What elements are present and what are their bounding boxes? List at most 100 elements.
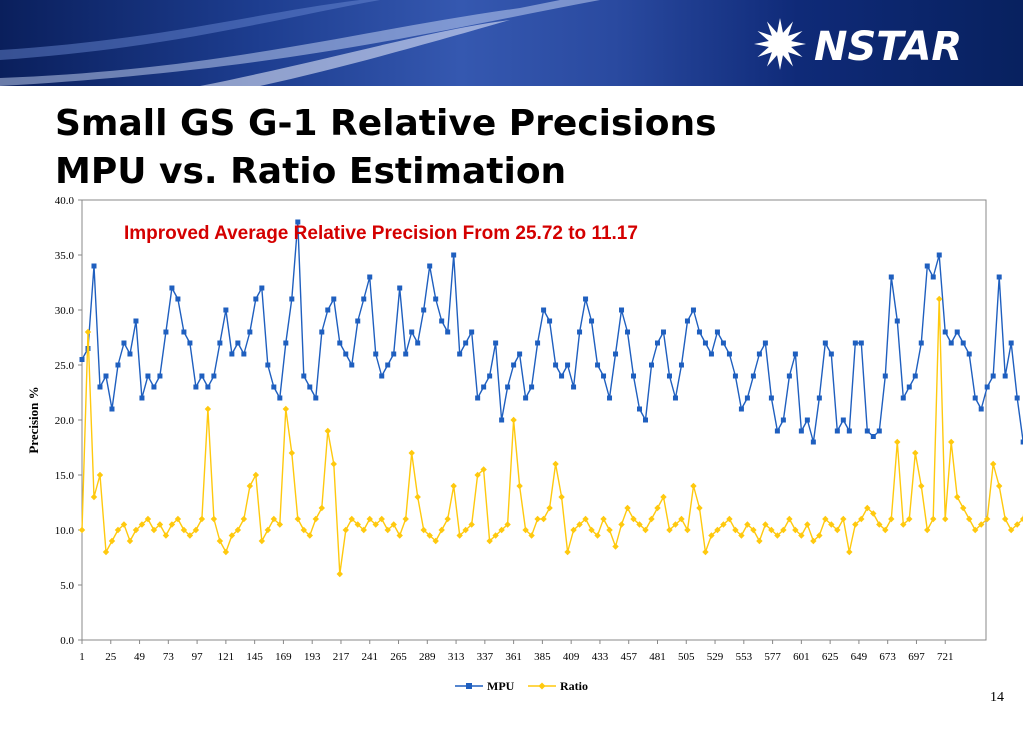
ratio-point [150,526,158,534]
mpu-point [175,296,181,302]
mpu-point [894,318,900,324]
mpu-point [241,351,247,357]
nstar-logo-icon: NSTAR [754,18,962,70]
ratio-point [648,515,655,523]
ratio-point [972,526,979,534]
ratio-point [654,504,661,512]
ratio-point [678,515,685,523]
mpu-point [852,340,858,346]
ratio-point [90,493,98,501]
plot-area [81,199,987,641]
legend-marker-ratio [538,682,546,690]
ratio-point [720,521,727,528]
mpu-point [301,373,307,379]
mpu-point [810,439,816,445]
ratio-point [624,504,631,512]
ratio-point [852,521,859,528]
mpu-point [139,395,145,401]
mpu-point [637,406,643,412]
mpu-point [199,373,205,379]
y-axis: 0.0 5.0 10.0 15.0 20.0 25.0 30.0 35.0 40.0 [55,195,82,647]
mpu-point [319,329,325,335]
mpu-point [97,384,103,390]
mpu-point [900,395,906,401]
ratio-point [228,532,236,539]
ratio-point [714,526,721,534]
mpu-point [331,296,337,302]
ratio-point [906,515,913,523]
ratio-point [276,521,284,528]
legend-marker-mpu [466,683,472,689]
mpu-point [601,373,607,379]
x-tick-label: 337 [477,651,494,663]
x-tick-label: 193 [304,651,321,663]
page-number: 14 [990,690,1004,705]
mpu-point [223,307,229,313]
ratio-point [816,532,823,539]
mpu-point [511,362,517,368]
ratio-point [432,537,439,545]
mpu-point [361,296,367,302]
mpu-point [577,329,583,335]
x-tick-label: 145 [246,651,263,663]
x-tick-label: 169 [275,651,292,663]
mpu-point [313,395,319,401]
ratio-point [750,526,757,534]
ratio-point [564,548,571,556]
ratio-point [774,532,781,539]
mpu-point [678,362,684,368]
ratio-point [822,515,829,523]
y-tick-label: 5.0 [60,580,74,592]
ratio-point [606,526,613,534]
legend-label-ratio: Ratio [560,679,588,693]
mpu-point [103,373,109,379]
ratio-point [1019,515,1023,523]
mpu-point [720,340,726,346]
precision-chart: 0.0 5.0 10.0 15.0 20.0 25.0 30.0 35.0 40.0 1 25 49… [0,190,1023,710]
ratio-point [456,532,463,539]
y-axis-label: Precision % [26,386,41,453]
ratio-point [156,521,164,528]
ratio-point [756,537,763,545]
ratio-point [408,449,415,457]
mpu-point [750,373,756,379]
mpu-point [834,428,840,434]
ratio-point [642,526,649,534]
ratio-point [780,526,787,534]
mpu-point [690,307,696,313]
ratio-point [138,521,146,528]
ratio-point [198,515,206,523]
mpu-point [846,428,852,434]
mpu-point [732,373,738,379]
ratio-point [216,537,224,545]
mpu-point [972,395,978,401]
mpu-point [924,263,930,269]
mpu-point [247,329,253,335]
ratio-point [450,482,457,490]
mpu-point [253,296,259,302]
ratio-point [420,526,427,534]
mpu-point [235,340,241,346]
mpu-point [738,406,744,412]
ratio-point [318,504,325,512]
ratio-point [348,515,355,523]
ratio-point [372,521,379,528]
mpu-point [774,428,780,434]
ratio-point [810,537,817,545]
mpu-point [259,285,265,291]
mpu-point [858,340,864,346]
mpu-point [403,351,409,357]
mpu-point [421,307,427,313]
ratio-point [288,449,296,457]
ratio-point [294,515,302,523]
x-tick-label: 433 [592,651,609,663]
ratio-point [768,526,775,534]
mpu-point [960,340,966,346]
ratio-point [858,515,865,523]
x-tick-label: 697 [908,651,925,663]
mpu-point [187,340,193,346]
ratio-point [204,405,212,413]
mpu-point [463,340,469,346]
mpu-point [475,395,481,401]
mpu-point [151,384,157,390]
